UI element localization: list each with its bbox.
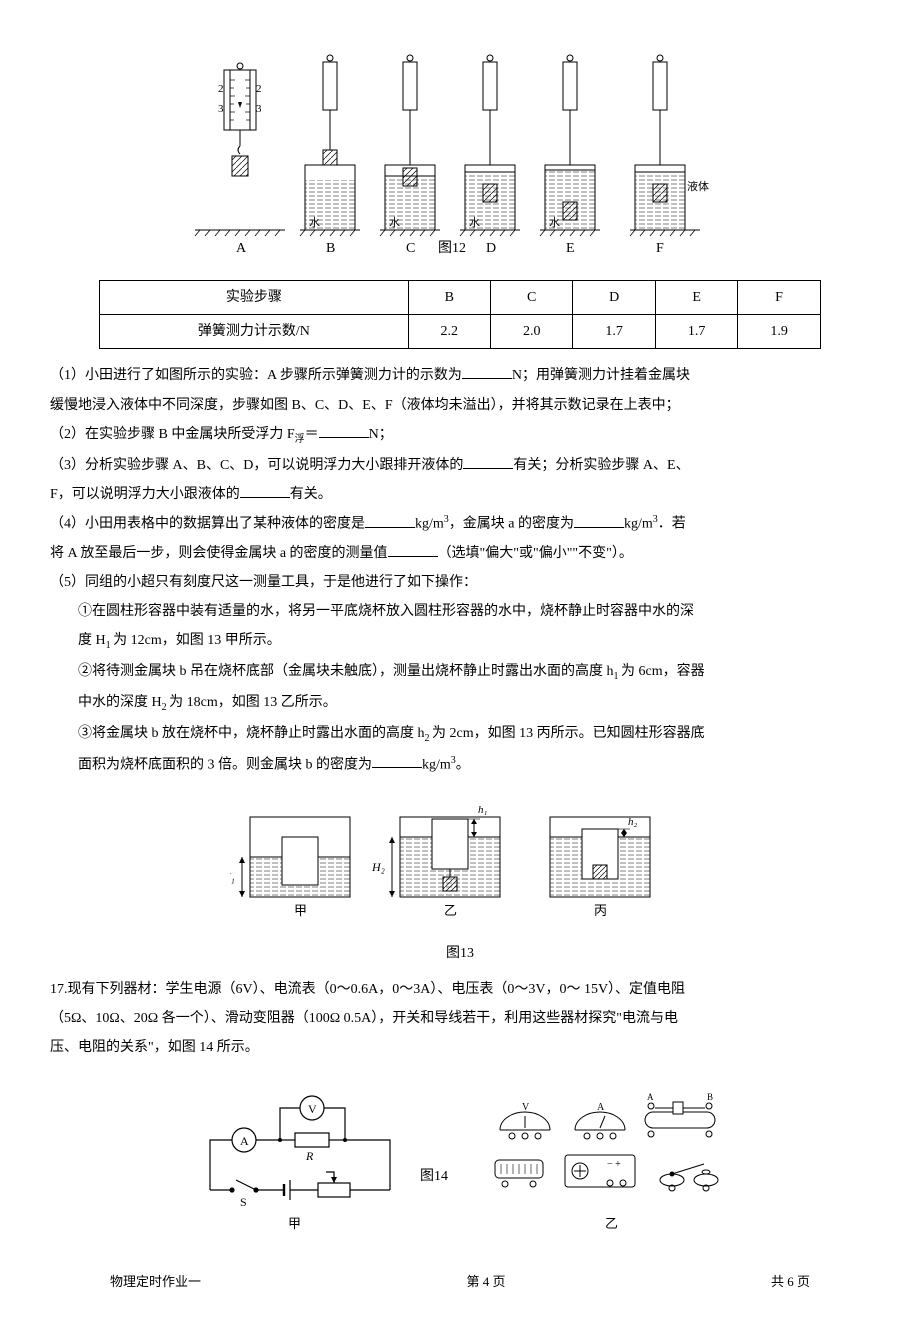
val-f: 1.9 [738,315,820,349]
q5-s1a: ①在圆柱形容器中装有适量的水，将另一平底烧杯放入圆柱形容器的水中，烧杯静止时容器… [50,599,870,624]
fig13-caption: 图13 [50,941,870,966]
q5-s1b: 度 H1 为 12cm，如图 13 甲所示。 [50,628,870,655]
col-c: C [490,281,572,315]
fig12-liquid-f: 液体 [687,179,709,193]
val-e: 1.7 [655,315,737,349]
fig13-h1-label: H₁ [230,870,235,884]
footer-right: 共 6 页 [771,1270,810,1293]
voltmeter-label: V [308,1102,317,1116]
fig12-water-e: 水 [549,216,560,229]
scale-mark-2b: 2 [256,83,262,95]
q4-line2: 将 A 放至最后一步，则会使得金属块 a 的密度的测量值（选填"偏大"或"偏小"… [50,541,870,566]
fig12-label-a: A [236,241,247,256]
fig12-label-e: E [566,241,575,256]
col-d: D [573,281,655,315]
svg-text:V: V [522,1102,530,1113]
fig12-water-d: 水 [469,216,480,229]
fig13-label-bing: 丙 [594,903,607,918]
data-table: 实验步骤 B C D E F 弹簧测力计示数/N 2.2 2.0 1.7 1.7… [99,280,821,349]
table-header: 实验步骤 [100,281,408,315]
svg-text:B: B [707,1092,713,1102]
figure-12: 2 2 3 3 A [50,50,870,270]
fig12-caption: 图12 [438,241,466,256]
footer-center: 第 4 页 [466,1270,505,1293]
question-block: （1）小田进行了如图所示的实验：A 步骤所示弹簧测力计的示数为N；用弹簧测力计挂… [50,363,870,777]
val-c: 2.0 [490,315,572,349]
figure-14: A V R S 甲 图14 [50,1070,870,1240]
q1-line2: 缓慢地浸入液体中不同深度，步骤如图 B、C、D、E、F（液体均未溢出），并将其示… [50,393,870,418]
fig14-label-jia: 甲 [288,1216,301,1231]
q5-intro: （5）同组的小超只有刻度尺这一测量工具，于是他进行了如下操作： [50,570,870,595]
question-17: 17.现有下列器材：学生电源（6V）、电流表（0～0.6A，0～3A）、电压表（… [50,977,870,1061]
fig13-h2s-label: h₂ [628,816,638,828]
fig12-label-b: B [326,241,335,256]
svg-text:A: A [647,1092,654,1102]
svg-text:A: A [597,1102,605,1113]
q5-s2a: ②将待测金属块 b 吊在烧杯底部（金属块未触底），测量出烧杯静止时露出水面的高度… [50,659,870,686]
figure-13: H₁ 甲 H₂ h₁ 乙 h₂ 丙 图13 [50,787,870,966]
fig12-svg: 2 2 3 3 A [180,50,740,270]
q3-line1: （3）分析实验步骤 A、B、C、D，可以说明浮力大小跟排开液体的有关；分析实验步… [50,453,870,478]
q4-line1: （4）小田用表格中的数据算出了某种液体的密度是kg/m3，金属块 a 的密度为k… [50,511,870,537]
page-footer: 物理定时作业一 第 4 页 共 6 页 [50,1270,870,1293]
q17-l1: 17.现有下列器材：学生电源（6V）、电流表（0～0.6A，0～3A）、电压表（… [50,977,870,1002]
fig12-label-f: F [656,241,664,256]
val-d: 1.7 [573,315,655,349]
svg-text:− +: − + [607,1159,621,1170]
table-value-row: 弹簧测力计示数/N 2.2 2.0 1.7 1.7 1.9 [100,315,821,349]
ammeter-label: A [240,1134,249,1148]
q3-line2: F，可以说明浮力大小跟液体的有关。 [50,482,870,507]
switch-label: S [240,1195,247,1209]
col-f: F [738,281,820,315]
q1-line1: （1）小田进行了如图所示的实验：A 步骤所示弹簧测力计的示数为N；用弹簧测力计挂… [50,363,870,388]
scale-mark-3a: 3 [218,103,224,115]
fig14-label-yi: 乙 [605,1216,618,1231]
q17-l3: 压、电阻的关系"，如图 14 所示。 [50,1035,870,1060]
fig13-h2-label: H₂ [371,860,385,874]
fig13-label-yi: 乙 [444,903,457,918]
col-b: B [408,281,490,315]
fig12-water-c: 水 [389,216,400,229]
resistor-label: R [305,1149,314,1163]
q5-s3b: 面积为烧杯底面积的 3 倍。则金属块 b 的密度为kg/m3。 [50,752,870,778]
row-label: 弹簧测力计示数/N [100,315,408,349]
val-b: 2.2 [408,315,490,349]
fig12-label-c: C [406,241,415,256]
col-e: E [655,281,737,315]
scale-mark-3b: 3 [256,103,262,115]
fig13-h1s-label: h₁ [478,804,488,816]
q5-s3a: ③将金属块 b 放在烧杯中，烧杯静止时露出水面的高度 h2 为 2cm，如图 1… [50,721,870,748]
footer-left: 物理定时作业一 [110,1270,201,1293]
scale-mark-2a: 2 [218,83,224,95]
fig13-label-jia: 甲 [294,903,307,918]
table-header-row: 实验步骤 B C D E F [100,281,821,315]
q2: （2）在实验步骤 B 中金属块所受浮力 F浮＝N； [50,422,870,449]
fig12-water-b: 水 [309,216,320,229]
fig14-svg: A V R S 甲 图14 [170,1070,750,1240]
q17-l2: （5Ω、10Ω、20Ω 各一个）、滑动变阻器（100Ω 0.5A），开关和导线若… [50,1006,870,1031]
q5-s2b: 中水的深度 H2 为 18cm，如图 13 乙所示。 [50,690,870,717]
fig14-caption: 图14 [420,1169,448,1184]
fig13-svg: H₁ 甲 H₂ h₁ 乙 h₂ 丙 [230,787,690,937]
fig12-label-d: D [486,241,496,256]
